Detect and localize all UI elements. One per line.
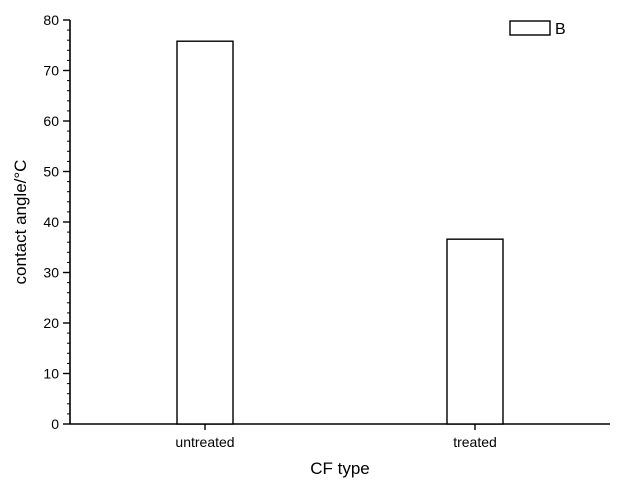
y-tick-label: 70 <box>43 63 59 79</box>
y-axis: 0 10 20 30 40 50 60 70 80 <box>43 12 71 432</box>
y-tick-label: 20 <box>43 315 59 331</box>
y-tick-label: 60 <box>43 113 59 129</box>
x-tick-label: treated <box>453 434 497 450</box>
legend-swatch-b <box>509 20 551 36</box>
y-tick-label: 40 <box>43 214 59 230</box>
y-tick-label: 80 <box>43 12 59 28</box>
y-tick-label: 10 <box>43 366 59 382</box>
bar-untreated <box>176 40 234 425</box>
y-tick-label: 0 <box>51 416 59 432</box>
y-tick-label: 30 <box>43 265 59 281</box>
y-axis-title: contact angle/°C <box>11 160 30 285</box>
x-tick-label: untreated <box>175 434 234 450</box>
legend: B <box>509 20 566 38</box>
y-tick-label: 50 <box>43 164 59 180</box>
legend-label-b: B <box>555 21 566 38</box>
bar-treated <box>446 238 504 425</box>
bars <box>176 40 504 425</box>
x-axis-title: CF type <box>310 459 370 478</box>
x-axis: untreated treated <box>70 423 610 450</box>
